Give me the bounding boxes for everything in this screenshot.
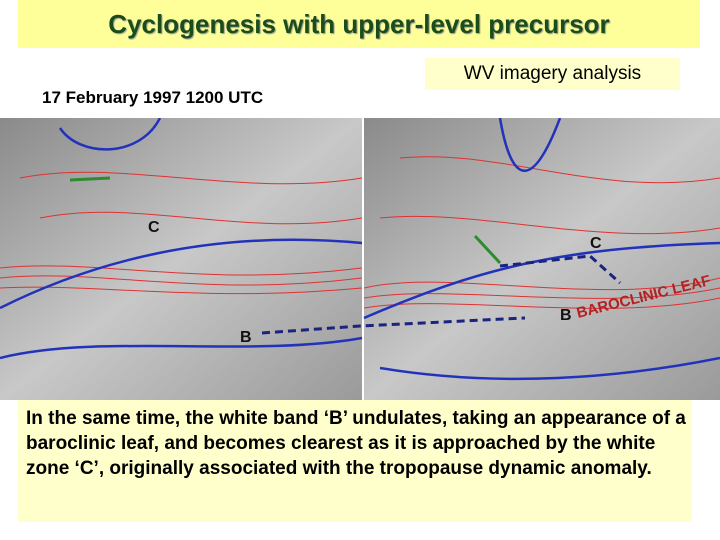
body-text: In the same time, the white band ‘B’ und…	[18, 400, 692, 522]
pointers	[69, 176, 502, 265]
label-b: B	[240, 329, 252, 346]
imagery: C B C B BAROCLINIC LEAF	[0, 118, 720, 400]
arrows	[261, 254, 622, 335]
slide-title: Cyclogenesis with upper-level precursor	[18, 0, 700, 48]
label-b: B	[560, 307, 572, 324]
jet-lines	[0, 118, 720, 381]
label-c: C	[590, 235, 602, 252]
contours	[0, 156, 720, 309]
date: 17 February 1997 1200 UTC	[42, 88, 264, 107]
label-c: C	[148, 219, 160, 236]
caption: WV imagery analysis	[425, 58, 680, 90]
left-image	[0, 118, 362, 400]
